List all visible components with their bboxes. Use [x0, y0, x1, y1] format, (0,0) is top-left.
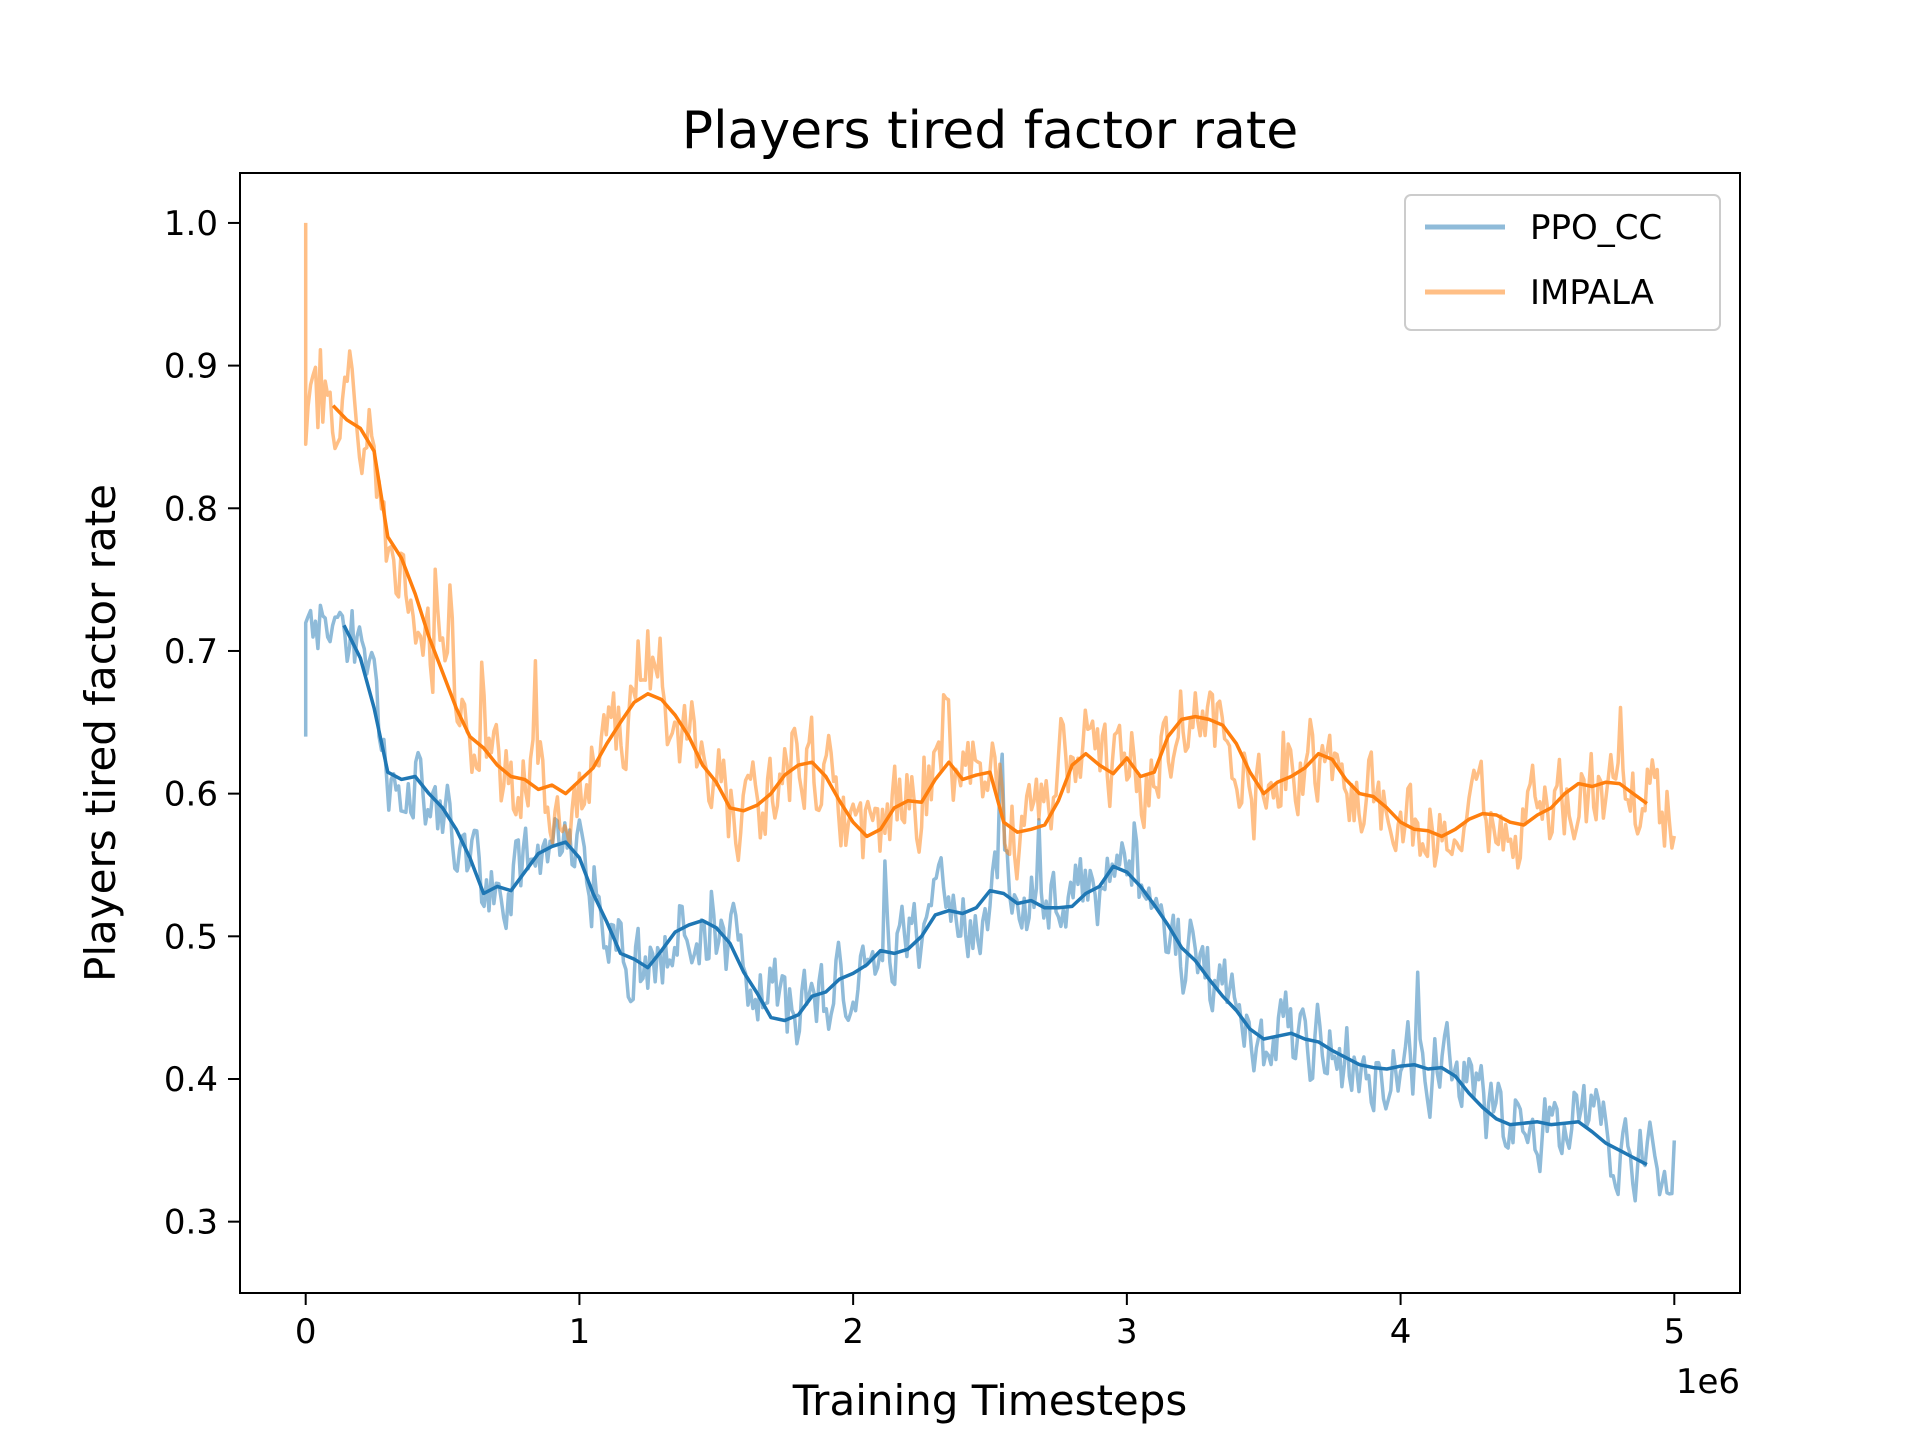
- legend: PPO_CC IMPALA: [1404, 194, 1721, 331]
- x-tick-label: 2: [842, 1312, 864, 1352]
- x-scale-label: 1e6: [1676, 1362, 1740, 1402]
- x-axis-label: Training Timesteps: [792, 1376, 1188, 1425]
- chart-title: Players tired factor rate: [682, 101, 1299, 161]
- legend-label-impala: IMPALA: [1530, 273, 1654, 313]
- y-tick-label: 0.7: [164, 632, 218, 672]
- x-tick-label: 0: [295, 1312, 317, 1352]
- plot-area: [239, 172, 1741, 1294]
- y-tick-label: 0.5: [164, 917, 218, 957]
- y-tick-label: 1.0: [164, 204, 218, 244]
- series-smoothed-ppo-cc: [342, 624, 1648, 1167]
- x-tick-label: 4: [1390, 1312, 1412, 1352]
- x-tick-label: 1: [569, 1312, 591, 1352]
- series-raw-ppo-cc: [303, 603, 1677, 1203]
- smoothed-series-group: [331, 404, 1648, 1167]
- y-tick-label: 0.8: [164, 489, 218, 529]
- series-smoothed-impala: [331, 404, 1648, 839]
- y-tick-label: 0.6: [164, 775, 218, 815]
- y-tick-label: 0.9: [164, 347, 218, 387]
- x-axis: 0 1 2 3 4 5: [295, 1293, 1685, 1352]
- y-axis: 0.3 0.4 0.5 0.6 0.7 0.8 0.9 1.0: [164, 204, 240, 1243]
- x-tick-label: 5: [1663, 1312, 1685, 1352]
- y-tick-label: 0.3: [164, 1203, 218, 1243]
- y-axis-label: Players tired factor rate: [76, 484, 125, 982]
- legend-label-ppo-cc: PPO_CC: [1530, 208, 1662, 248]
- y-tick-label: 0.4: [164, 1060, 218, 1100]
- x-tick-label: 3: [1116, 1312, 1138, 1352]
- plot-frame: [239, 172, 1741, 1294]
